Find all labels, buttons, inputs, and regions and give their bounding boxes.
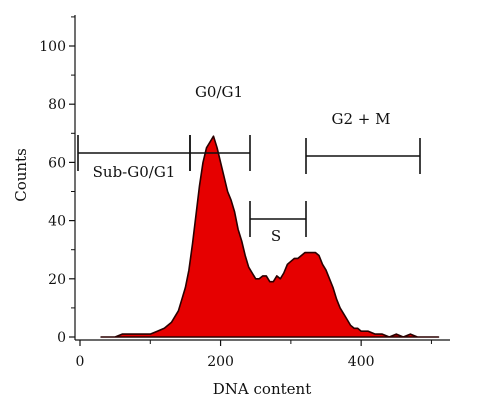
y-tick-label: 60 bbox=[48, 155, 66, 171]
gate-label: Sub-G0/G1 bbox=[93, 163, 176, 181]
histogram-layer bbox=[100, 135, 440, 338]
x-ticks: 0 200 400 bbox=[76, 340, 432, 370]
y-tick-label: 80 bbox=[48, 97, 66, 113]
y-tick-label: 20 bbox=[48, 272, 66, 288]
x-tick-label: 400 bbox=[348, 354, 375, 370]
y-axis-title: Counts bbox=[12, 148, 30, 202]
x-axis-title: DNA content bbox=[213, 380, 311, 398]
gate-label: S bbox=[271, 227, 281, 245]
y-tick-label: 0 bbox=[57, 330, 66, 346]
x-tick-label: 0 bbox=[76, 354, 85, 370]
y-tick-label: 100 bbox=[39, 39, 66, 55]
gates: Sub-G0/G1 G0/G1 S G2 + M bbox=[77, 83, 421, 245]
axes bbox=[74, 15, 450, 341]
y-ticks: 0 20 40 60 80 100 bbox=[39, 16, 75, 346]
y-tick-label: 40 bbox=[48, 214, 66, 230]
histogram-area bbox=[100, 135, 440, 338]
x-tick-label: 200 bbox=[207, 354, 234, 370]
gate-label: G0/G1 bbox=[195, 83, 243, 101]
gate-label: G2 + M bbox=[332, 110, 391, 128]
